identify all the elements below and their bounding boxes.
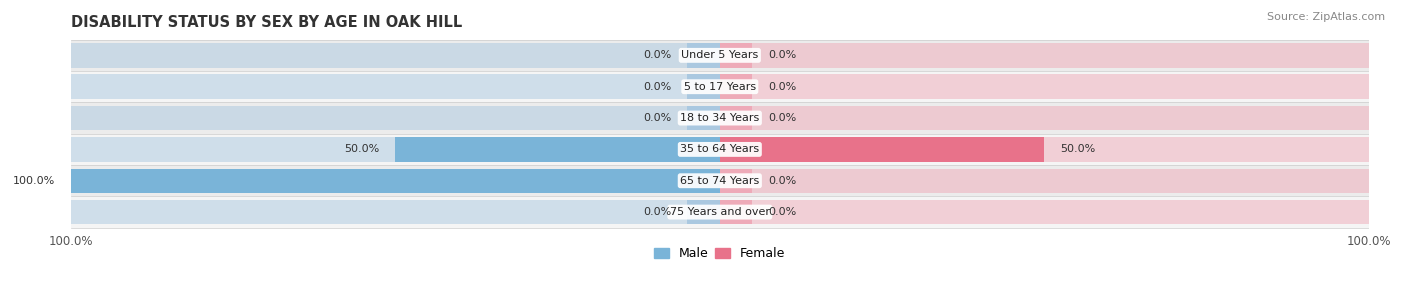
Text: 0.0%: 0.0% [643,207,671,217]
Text: 50.0%: 50.0% [344,144,380,154]
Text: DISABILITY STATUS BY SEX BY AGE IN OAK HILL: DISABILITY STATUS BY SEX BY AGE IN OAK H… [70,15,463,30]
Text: Under 5 Years: Under 5 Years [681,50,758,60]
Bar [70,196,1369,228]
Legend: Male, Female: Male, Female [650,242,790,265]
Bar [720,169,752,193]
Bar [720,200,752,224]
Bar [688,43,720,68]
Bar [720,43,1369,68]
Bar [720,74,1369,99]
Text: 0.0%: 0.0% [643,82,671,92]
Bar [70,134,1369,165]
Bar [688,106,720,130]
Bar [720,106,752,130]
Text: 0.0%: 0.0% [769,82,797,92]
Text: 0.0%: 0.0% [769,113,797,123]
Text: 0.0%: 0.0% [643,50,671,60]
Text: Source: ZipAtlas.com: Source: ZipAtlas.com [1267,12,1385,22]
Text: 0.0%: 0.0% [769,207,797,217]
Bar [70,200,720,224]
Bar [70,74,720,99]
Text: 50.0%: 50.0% [1060,144,1095,154]
Bar [70,137,720,162]
Bar [70,102,1369,134]
Text: 0.0%: 0.0% [769,176,797,186]
Text: 0.0%: 0.0% [769,50,797,60]
Bar [70,165,1369,196]
Bar [395,137,720,162]
Text: 75 Years and over: 75 Years and over [669,207,770,217]
Text: 18 to 34 Years: 18 to 34 Years [681,113,759,123]
Bar [688,74,720,99]
Bar [70,71,1369,102]
Bar [720,200,1369,224]
Bar [70,40,1369,71]
Text: 5 to 17 Years: 5 to 17 Years [683,82,756,92]
Text: 65 to 74 Years: 65 to 74 Years [681,176,759,186]
Bar [70,43,720,68]
Bar [720,43,752,68]
Bar [720,137,1369,162]
Bar [720,74,752,99]
Bar [720,137,1045,162]
Bar [70,106,720,130]
Bar [720,106,1369,130]
Bar [688,200,720,224]
Bar [720,169,1369,193]
Bar [70,169,720,193]
Bar [70,169,720,193]
Text: 100.0%: 100.0% [13,176,55,186]
Text: 0.0%: 0.0% [643,113,671,123]
Text: 35 to 64 Years: 35 to 64 Years [681,144,759,154]
